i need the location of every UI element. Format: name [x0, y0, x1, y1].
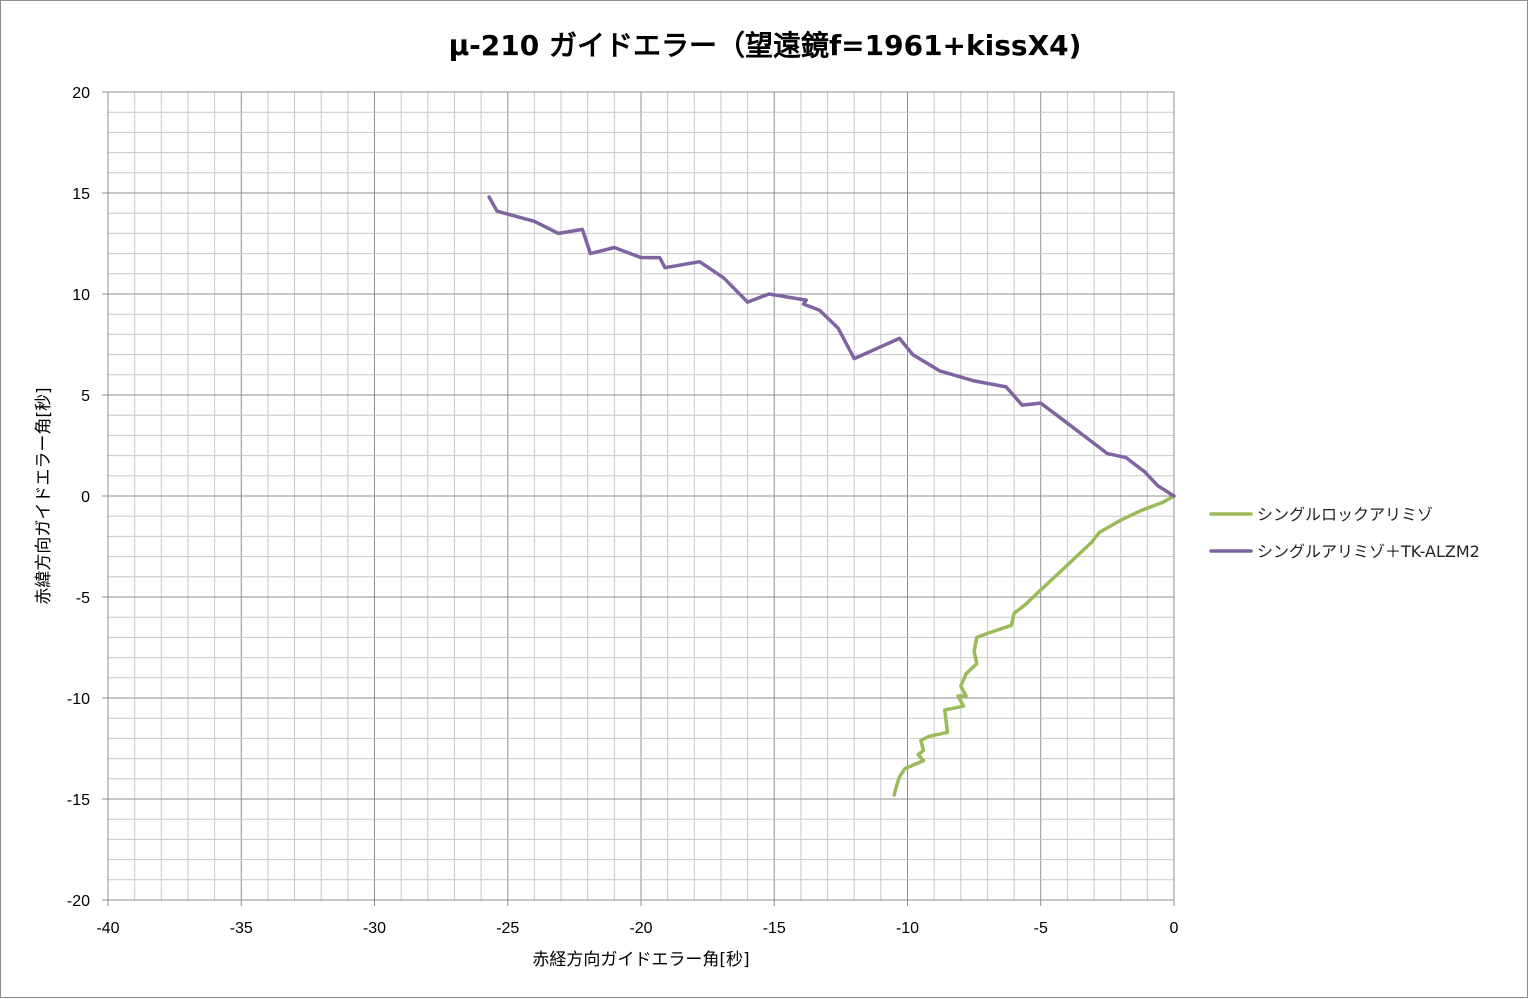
chart-title: μ-210 ガイドエラー（望遠鏡f=1961+kissX4) — [449, 29, 1082, 62]
series-lines — [487, 195, 1176, 797]
x-tick-label: -30 — [363, 920, 386, 937]
y-axis-title: 赤緯方向ガイドエラー角[秒] — [34, 387, 54, 604]
series-line-1 — [892, 494, 1176, 797]
y-tick-label: 20 — [72, 85, 90, 102]
x-tick-label: 0 — [1170, 920, 1179, 937]
y-tick-label: -5 — [76, 590, 90, 607]
y-tick-label: -20 — [67, 893, 90, 910]
x-tick-label: -25 — [496, 920, 519, 937]
x-tick-label: -20 — [629, 920, 652, 937]
y-tick-label: 10 — [72, 287, 90, 304]
x-tick-label: -5 — [1034, 920, 1048, 937]
y-tick-label: 5 — [81, 388, 90, 405]
y-tick-label: 0 — [81, 489, 90, 506]
x-axis-title: 赤経方向ガイドエラー角[秒] — [532, 950, 749, 970]
grid — [107, 91, 1175, 901]
y-tick-label: -10 — [67, 691, 90, 708]
legend-label-2: シングルアリミゾ＋TK-ALZM2 — [1257, 542, 1480, 561]
x-tick-label: -10 — [896, 920, 919, 937]
x-tick-label: -15 — [763, 920, 786, 937]
x-tick-label: -35 — [230, 920, 253, 937]
series-line-2 — [487, 195, 1176, 498]
y-tick-label: -15 — [67, 792, 90, 809]
y-tick-label: 15 — [72, 186, 90, 203]
x-tick-label: -40 — [96, 920, 119, 937]
legend-label-1: シングルロックアリミゾ — [1257, 505, 1433, 524]
